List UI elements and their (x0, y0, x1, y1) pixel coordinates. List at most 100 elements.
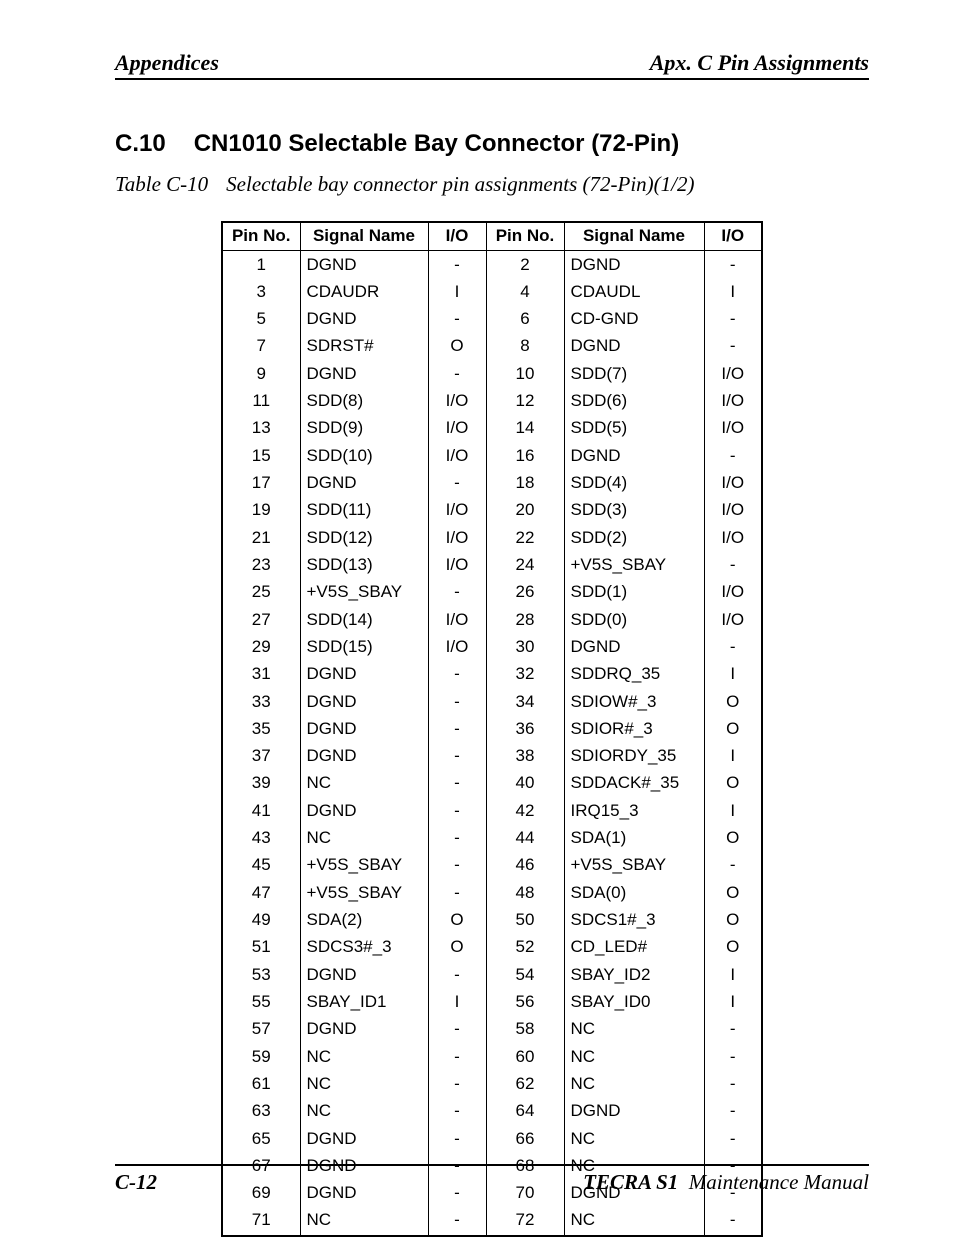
table-row: 65DGND-66NC- (222, 1125, 762, 1152)
cell-signal-1: SBAY_ID1 (300, 989, 428, 1016)
cell-io-2: I (704, 279, 762, 306)
cell-io-1: I/O (428, 606, 486, 633)
cell-pin-2: 12 (486, 388, 564, 415)
cell-io-2: I (704, 661, 762, 688)
cell-pin-1: 61 (222, 1071, 300, 1098)
cell-io-1: I/O (428, 388, 486, 415)
cell-signal-2: CDAUDL (564, 279, 704, 306)
cell-signal-1: DGND (300, 1125, 428, 1152)
footer-manual-title: Maintenance Manual (689, 1170, 869, 1194)
table-row: 61NC-62NC- (222, 1071, 762, 1098)
table-row: 23SDD(13)I/O24+V5S_SBAY- (222, 552, 762, 579)
cell-pin-2: 52 (486, 934, 564, 961)
cell-io-1: - (428, 961, 486, 988)
cell-pin-2: 62 (486, 1071, 564, 1098)
cell-signal-2: SDCS1#_3 (564, 907, 704, 934)
col-io-2: I/O (704, 222, 762, 251)
cell-io-1: I/O (428, 443, 486, 470)
cell-io-1: I/O (428, 552, 486, 579)
cell-pin-1: 71 (222, 1207, 300, 1235)
table-caption: Table C-10Selectable bay connector pin a… (115, 172, 869, 197)
cell-pin-1: 7 (222, 333, 300, 360)
cell-io-2: I (704, 798, 762, 825)
table-row: 31DGND-32SDDRQ_35I (222, 661, 762, 688)
cell-io-2: I (704, 989, 762, 1016)
cell-signal-2: +V5S_SBAY (564, 852, 704, 879)
cell-io-2: - (704, 1125, 762, 1152)
table-row: 13SDD(9)I/O14SDD(5)I/O (222, 415, 762, 442)
cell-pin-2: 18 (486, 470, 564, 497)
cell-io-1: I (428, 989, 486, 1016)
table-row: 35DGND-36SDIOR#_3O (222, 716, 762, 743)
cell-io-1: I/O (428, 524, 486, 551)
cell-signal-2: SDD(4) (564, 470, 704, 497)
cell-signal-2: SBAY_ID2 (564, 961, 704, 988)
cell-pin-2: 28 (486, 606, 564, 633)
cell-pin-2: 16 (486, 443, 564, 470)
cell-signal-1: NC (300, 1207, 428, 1235)
cell-pin-1: 25 (222, 579, 300, 606)
cell-pin-2: 32 (486, 661, 564, 688)
cell-signal-1: DGND (300, 743, 428, 770)
cell-signal-2: NC (564, 1071, 704, 1098)
cell-signal-1: SDD(15) (300, 634, 428, 661)
footer-right: TECRA S1 Maintenance Manual (583, 1170, 869, 1195)
cell-signal-2: SDA(1) (564, 825, 704, 852)
cell-signal-1: NC (300, 1071, 428, 1098)
cell-signal-1: NC (300, 825, 428, 852)
cell-pin-1: 41 (222, 798, 300, 825)
cell-io-1: - (428, 688, 486, 715)
cell-io-2: - (704, 306, 762, 333)
cell-pin-2: 72 (486, 1207, 564, 1235)
cell-io-2: - (704, 251, 762, 279)
cell-io-1: - (428, 1207, 486, 1235)
cell-io-2: - (704, 1043, 762, 1070)
cell-signal-2: +V5S_SBAY (564, 552, 704, 579)
table-row: 39NC-40SDDACK#_35O (222, 770, 762, 797)
col-signal-1: Signal Name (300, 222, 428, 251)
cell-signal-2: IRQ15_3 (564, 798, 704, 825)
cell-io-1: I/O (428, 415, 486, 442)
cell-pin-1: 51 (222, 934, 300, 961)
cell-io-2: - (704, 1207, 762, 1235)
cell-io-2: O (704, 716, 762, 743)
cell-pin-2: 30 (486, 634, 564, 661)
cell-pin-1: 9 (222, 361, 300, 388)
cell-io-2: I/O (704, 388, 762, 415)
cell-pin-1: 63 (222, 1098, 300, 1125)
col-io-1: I/O (428, 222, 486, 251)
cell-signal-2: DGND (564, 1098, 704, 1125)
cell-pin-1: 1 (222, 251, 300, 279)
cell-pin-1: 33 (222, 688, 300, 715)
cell-io-2: O (704, 907, 762, 934)
cell-pin-1: 59 (222, 1043, 300, 1070)
cell-pin-2: 42 (486, 798, 564, 825)
cell-pin-1: 53 (222, 961, 300, 988)
cell-io-1: O (428, 907, 486, 934)
cell-signal-2: SDA(0) (564, 880, 704, 907)
cell-pin-2: 38 (486, 743, 564, 770)
page-footer: C-12 TECRA S1 Maintenance Manual (115, 1164, 869, 1195)
cell-signal-1: +V5S_SBAY (300, 880, 428, 907)
table-row: 43NC-44SDA(1)O (222, 825, 762, 852)
cell-signal-1: SDRST# (300, 333, 428, 360)
table-row: 5DGND-6CD-GND- (222, 306, 762, 333)
col-signal-2: Signal Name (564, 222, 704, 251)
cell-io-2: I (704, 961, 762, 988)
cell-pin-1: 15 (222, 443, 300, 470)
table-row: 1DGND-2DGND- (222, 251, 762, 279)
table-row: 59NC-60NC- (222, 1043, 762, 1070)
cell-io-2: I/O (704, 497, 762, 524)
cell-io-1: - (428, 716, 486, 743)
cell-signal-2: SDIOW#_3 (564, 688, 704, 715)
cell-pin-1: 29 (222, 634, 300, 661)
cell-signal-1: CDAUDR (300, 279, 428, 306)
cell-pin-1: 45 (222, 852, 300, 879)
cell-pin-2: 26 (486, 579, 564, 606)
cell-io-1: - (428, 1098, 486, 1125)
table-row: 19SDD(11)I/O20SDD(3)I/O (222, 497, 762, 524)
cell-io-1: - (428, 880, 486, 907)
cell-pin-1: 31 (222, 661, 300, 688)
cell-pin-1: 5 (222, 306, 300, 333)
cell-io-2: - (704, 552, 762, 579)
